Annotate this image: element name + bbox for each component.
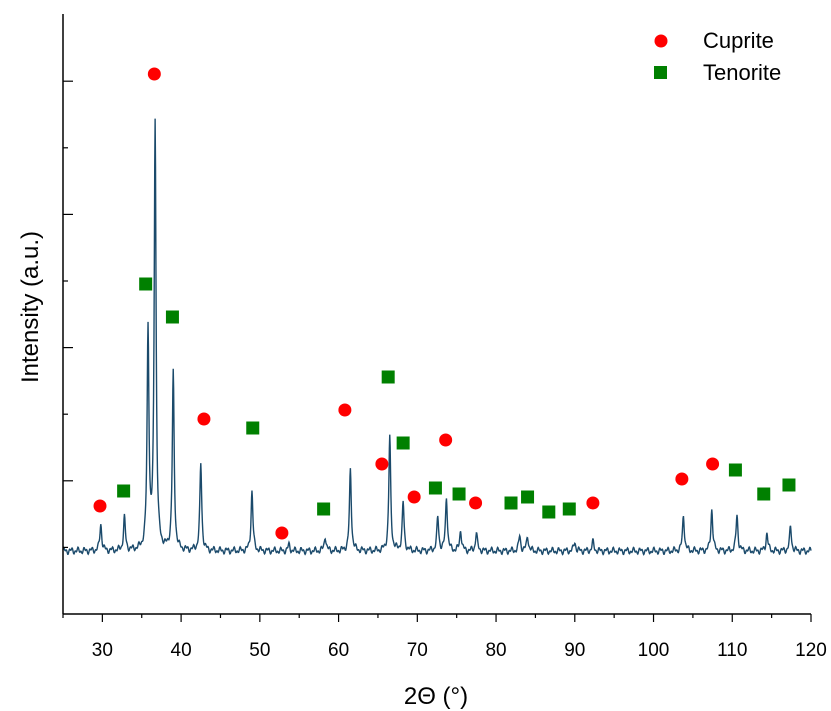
- plot-area: [62, 67, 812, 556]
- tenorite-marker: [396, 436, 410, 450]
- cuprite-marker: [586, 496, 600, 510]
- tenorite-marker: [317, 502, 331, 516]
- cuprite-marker: [275, 526, 289, 540]
- x-tick-label: 90: [564, 640, 585, 661]
- x-tick-label: 70: [407, 640, 428, 661]
- x-tick-label: 80: [485, 640, 506, 661]
- tenorite-marker: [504, 496, 518, 510]
- tenorite-marker: [542, 505, 556, 519]
- tenorite-marker: [165, 310, 179, 324]
- x-tick-label: 120: [795, 640, 827, 661]
- x-tick-label: 100: [638, 640, 670, 661]
- x-tick-label: 60: [328, 640, 349, 661]
- tenorite-marker: [117, 484, 131, 498]
- cuprite-marker: [338, 403, 352, 417]
- tenorite-marker: [757, 487, 771, 501]
- diffraction-pattern-line: [62, 118, 812, 556]
- x-axis-title: 2Θ (°): [404, 683, 468, 710]
- legend-tenorite-marker: [654, 66, 667, 79]
- cuprite-marker: [706, 457, 720, 471]
- legend-tenorite-label: Tenorite: [703, 60, 781, 85]
- cuprite-marker: [93, 499, 107, 513]
- tenorite-marker: [381, 370, 395, 384]
- cuprite-marker: [469, 496, 483, 510]
- cuprite-marker: [197, 412, 211, 426]
- legend-cuprite-marker: [654, 34, 668, 48]
- cuprite-marker: [439, 433, 453, 447]
- tenorite-marker: [452, 487, 466, 501]
- tenorite-marker: [139, 277, 153, 291]
- tenorite-marker: [246, 421, 260, 435]
- cuprite-marker: [675, 472, 689, 486]
- legend-cuprite-label: Cuprite: [703, 28, 774, 53]
- cuprite-marker: [407, 490, 421, 504]
- cuprite-marker: [147, 67, 161, 81]
- cuprite-marker: [375, 457, 389, 471]
- tenorite-marker: [428, 481, 442, 495]
- x-tick-label: 40: [171, 640, 192, 661]
- tenorite-marker: [562, 502, 576, 516]
- y-axis-title: Intensity (a.u.): [17, 231, 44, 383]
- tenorite-marker: [521, 490, 535, 504]
- tenorite-marker: [782, 478, 796, 492]
- x-tick-label: 50: [249, 640, 270, 661]
- x-tick-label: 30: [92, 640, 113, 661]
- legend: Cuprite Tenorite: [654, 28, 781, 85]
- x-tick-label: 110: [717, 640, 747, 661]
- axes: 30 40 50 60 70 80 90 100 110 120: [62, 14, 827, 661]
- tenorite-marker: [728, 463, 742, 477]
